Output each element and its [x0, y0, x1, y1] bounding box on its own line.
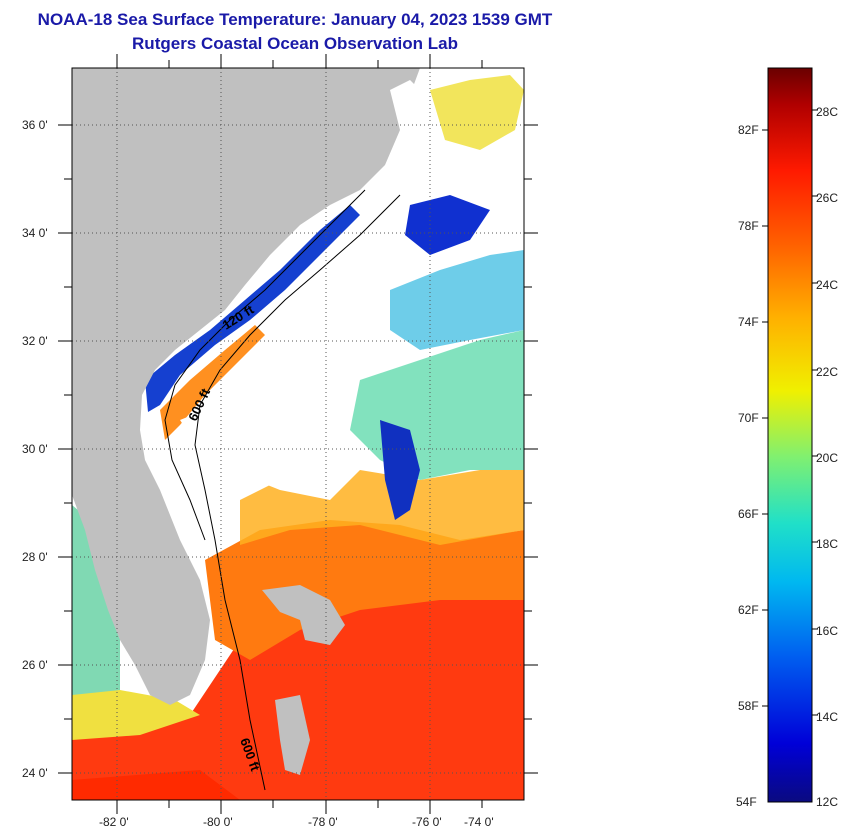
colorbar-c-28: 28C [816, 105, 838, 119]
orange-water-region [205, 520, 524, 660]
colorbar-c-20: 20C [816, 451, 838, 465]
lon-label-78: -78 0' [308, 815, 338, 829]
colorbar-c-18: 18C [816, 537, 838, 551]
colorbar-f-78: 78F [738, 219, 759, 233]
contour-120ft [164, 189, 366, 541]
colorbar-c-12: 12C [816, 795, 838, 809]
coastal-cold-band [145, 205, 360, 412]
colorbar-c-22: 22C [816, 365, 838, 379]
contour-600ft [194, 194, 401, 791]
cloud-region [260, 340, 360, 395]
lat-label-28: 28 0' [22, 550, 48, 564]
map-frame [71, 67, 525, 801]
colorbar-f-82: 82F [738, 123, 759, 137]
colorbar-f-70: 70F [738, 411, 759, 425]
lon-label-76: -76 0' [412, 815, 442, 829]
lon-label-74: -74 0' [464, 815, 494, 829]
lat-label-34: 34 0' [22, 226, 48, 240]
title-line-2: Rutgers Coastal Ocean Observation Lab [132, 34, 458, 53]
island [175, 595, 188, 614]
lat-label-24: 24 0' [22, 766, 48, 780]
gulf-shelf-water [72, 505, 120, 700]
lat-label-30: 30 0' [22, 442, 48, 456]
colorbar-f-58: 58F [738, 699, 759, 713]
colorbar-c-24: 24C [816, 278, 838, 292]
colorbar-f-54: 54F [736, 795, 757, 809]
lat-label-32: 32 0' [22, 334, 48, 348]
colorbar-c-16: 16C [816, 624, 838, 638]
lon-label-82: -82 0' [99, 815, 129, 829]
colorbar-f-66: 66F [738, 507, 759, 521]
colorbar-gradient [767, 67, 813, 803]
warm-water-south [72, 770, 240, 800]
mainland-land [72, 68, 420, 705]
axis-ticks [58, 54, 538, 814]
title-line-1: NOAA-18 Sea Surface Temperature: January… [37, 10, 553, 29]
lat-label-26: 26 0' [22, 658, 48, 672]
lon-label-80: -80 0' [203, 815, 233, 829]
cold-patch-north [405, 195, 490, 255]
bahamas-island [262, 585, 345, 645]
cold-water-region [390, 250, 524, 350]
sst-map: 120 ft 600 ft 600 ft [72, 68, 524, 800]
map-grid [72, 68, 524, 800]
colorbar-c-14: 14C [816, 710, 838, 724]
colorbar-f-74: 74F [738, 315, 759, 329]
colorbar-c-26: 26C [816, 191, 838, 205]
sound-water [390, 80, 430, 130]
warm-patch-northeast [430, 75, 524, 150]
lat-label-36: 36 0' [22, 118, 48, 132]
colorbar: 82F 78F 74F 70F 66F 62F 58F 54F 28C 26C … [736, 67, 838, 809]
cloud-region [180, 400, 360, 500]
warm-water-region [72, 545, 524, 800]
bahamas-island [275, 695, 310, 775]
colorbar-f-62: 62F [738, 603, 759, 617]
cold-filament [380, 420, 420, 520]
